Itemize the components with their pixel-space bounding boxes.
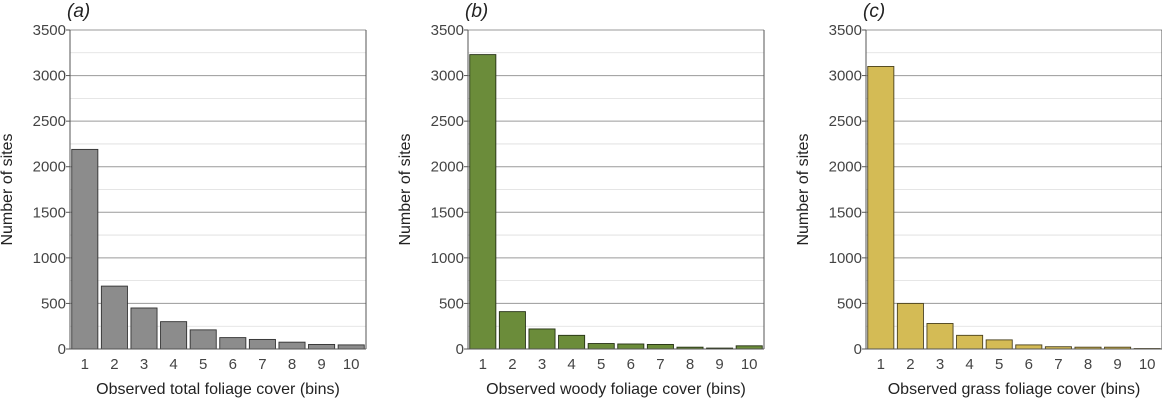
bar-bin-1 [867, 66, 895, 350]
x-tick-label: 10 [1139, 356, 1156, 373]
x-tick-label: 3 [936, 356, 944, 373]
y-tick-label: 2000 [33, 159, 66, 176]
bar-bin-5 [587, 343, 615, 350]
bar-bin-4 [558, 334, 586, 350]
bar-bin-5 [189, 329, 217, 350]
x-tick-label: 9 [715, 356, 723, 373]
x-tick-label: 9 [1113, 356, 1121, 373]
bar-bin-8 [278, 341, 306, 350]
bar-bin-1 [469, 54, 497, 350]
y-tick-label: 3500 [33, 22, 66, 39]
bar-bin-7 [646, 343, 674, 350]
y-tick-label: 0 [58, 341, 66, 358]
y-tick-label: 1000 [33, 250, 66, 267]
x-tick-label: 6 [627, 356, 635, 373]
bar-bin-3 [926, 323, 954, 350]
bar-bin-3 [130, 307, 158, 350]
x-tick-label: 2 [110, 356, 118, 373]
bar-bin-4 [160, 321, 188, 350]
grid [468, 29, 764, 350]
x-tick-label: 10 [343, 356, 360, 373]
bar-bin-4 [956, 334, 984, 350]
panel-c: (c) Number of sites Observed grass folia… [795, 1, 1162, 398]
x-tick-label: 5 [597, 356, 605, 373]
y-tick-label: 1500 [33, 204, 66, 221]
panel-b: (b) Number of sites Observed woody folia… [397, 1, 765, 398]
y-tick-label: 2500 [431, 113, 464, 130]
y-tick-label: 3000 [33, 68, 66, 85]
x-tick-label: 8 [288, 356, 296, 373]
x-tick-label: 6 [1025, 356, 1033, 373]
x-tick-label: 2 [508, 356, 516, 373]
panel-label: (b) [465, 1, 488, 22]
bar-bin-3 [528, 328, 556, 350]
bar-bin-1 [71, 148, 99, 350]
panel-a: (a) Number of sites Observed total folia… [0, 1, 367, 398]
grid [866, 29, 1162, 350]
x-tick-label: 6 [229, 356, 237, 373]
bar-bin-5 [985, 339, 1013, 350]
y-axis-title: Number of sites [795, 133, 812, 245]
x-tick-label: 1 [81, 356, 89, 373]
grid [70, 29, 366, 350]
x-tick-label: 4 [965, 356, 973, 373]
x-tick-label: 3 [538, 356, 546, 373]
panel-label: (c) [863, 1, 885, 22]
y-tick-label: 1500 [829, 204, 862, 221]
bar-bin-6 [219, 337, 247, 350]
bar-bin-6 [617, 343, 645, 350]
bar-bin-9 [308, 343, 336, 350]
x-tick-label: 7 [258, 356, 266, 373]
x-tick-label: 5 [995, 356, 1003, 373]
x-tick-label: 2 [906, 356, 914, 373]
bar-bin-10 [337, 344, 365, 350]
y-tick-label: 500 [439, 295, 464, 312]
x-tick-label: 8 [1084, 356, 1092, 373]
bar-bin-2 [896, 302, 924, 350]
x-tick-label: 4 [169, 356, 177, 373]
y-tick-label: 500 [41, 295, 66, 312]
x-tick-label: 7 [656, 356, 664, 373]
bar-bin-6 [1015, 344, 1043, 350]
y-tick-label: 3500 [829, 22, 862, 39]
x-tick-label: 4 [567, 356, 575, 373]
y-tick-label: 500 [837, 295, 862, 312]
bar-bin-7 [248, 338, 276, 350]
x-axis-title: Observed total foliage cover (bins) [96, 381, 340, 398]
y-tick-label: 3500 [431, 22, 464, 39]
x-tick-label: 3 [140, 356, 148, 373]
y-tick-label: 1000 [431, 250, 464, 267]
y-axis-title: Number of sites [0, 133, 16, 245]
y-tick-label: 3000 [431, 68, 464, 85]
bar-bin-2 [498, 311, 526, 350]
x-tick-label: 9 [317, 356, 325, 373]
y-tick-label: 0 [456, 341, 464, 358]
y-tick-label: 2000 [431, 159, 464, 176]
x-tick-label: 7 [1054, 356, 1062, 373]
y-tick-label: 2500 [33, 113, 66, 130]
y-tick-label: 1500 [431, 204, 464, 221]
x-tick-label: 1 [877, 356, 885, 373]
x-axis-title: Observed grass foliage cover (bins) [888, 381, 1141, 398]
y-tick-label: 3000 [829, 68, 862, 85]
x-tick-label: 8 [686, 356, 694, 373]
x-tick-label: 10 [741, 356, 758, 373]
x-axis-title: Observed woody foliage cover (bins) [486, 381, 746, 398]
panel-label: (a) [67, 1, 90, 22]
x-tick-label: 5 [199, 356, 207, 373]
y-tick-label: 1000 [829, 250, 862, 267]
y-tick-label: 2000 [829, 159, 862, 176]
y-tick-label: 2500 [829, 113, 862, 130]
x-tick-label: 1 [479, 356, 487, 373]
y-axis-title: Number of sites [397, 133, 414, 245]
y-tick-label: 0 [854, 341, 862, 358]
bar-bin-2 [100, 285, 128, 350]
